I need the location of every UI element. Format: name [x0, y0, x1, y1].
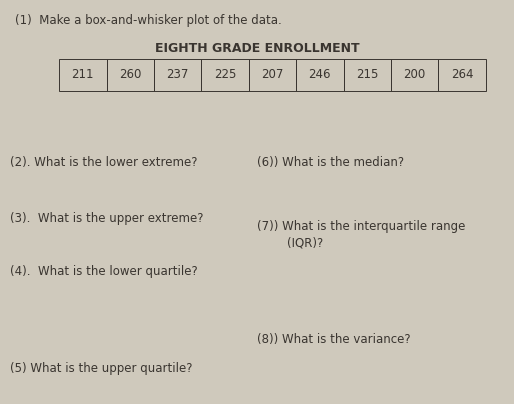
- Text: 215: 215: [356, 68, 378, 81]
- Text: EIGHTH GRADE ENROLLMENT: EIGHTH GRADE ENROLLMENT: [155, 42, 359, 55]
- Text: 200: 200: [403, 68, 426, 81]
- Text: (4).  What is the lower quartile?: (4). What is the lower quartile?: [10, 265, 198, 278]
- Text: (5) What is the upper quartile?: (5) What is the upper quartile?: [10, 362, 193, 375]
- Text: (2). What is the lower extreme?: (2). What is the lower extreme?: [10, 156, 198, 168]
- Text: 207: 207: [261, 68, 284, 81]
- Text: (6)) What is the median?: (6)) What is the median?: [257, 156, 404, 168]
- Text: 225: 225: [214, 68, 236, 81]
- Text: 211: 211: [71, 68, 94, 81]
- Text: 246: 246: [308, 68, 331, 81]
- Text: (8)) What is the variance?: (8)) What is the variance?: [257, 333, 411, 346]
- Text: 260: 260: [119, 68, 141, 81]
- Text: (3).  What is the upper extreme?: (3). What is the upper extreme?: [10, 212, 204, 225]
- Text: 237: 237: [167, 68, 189, 81]
- Text: 264: 264: [451, 68, 473, 81]
- Text: (7)) What is the interquartile range
        (IQR)?: (7)) What is the interquartile range (IQ…: [257, 220, 465, 249]
- Text: (1)  Make a box-and-whisker plot of the data.: (1) Make a box-and-whisker plot of the d…: [15, 14, 282, 27]
